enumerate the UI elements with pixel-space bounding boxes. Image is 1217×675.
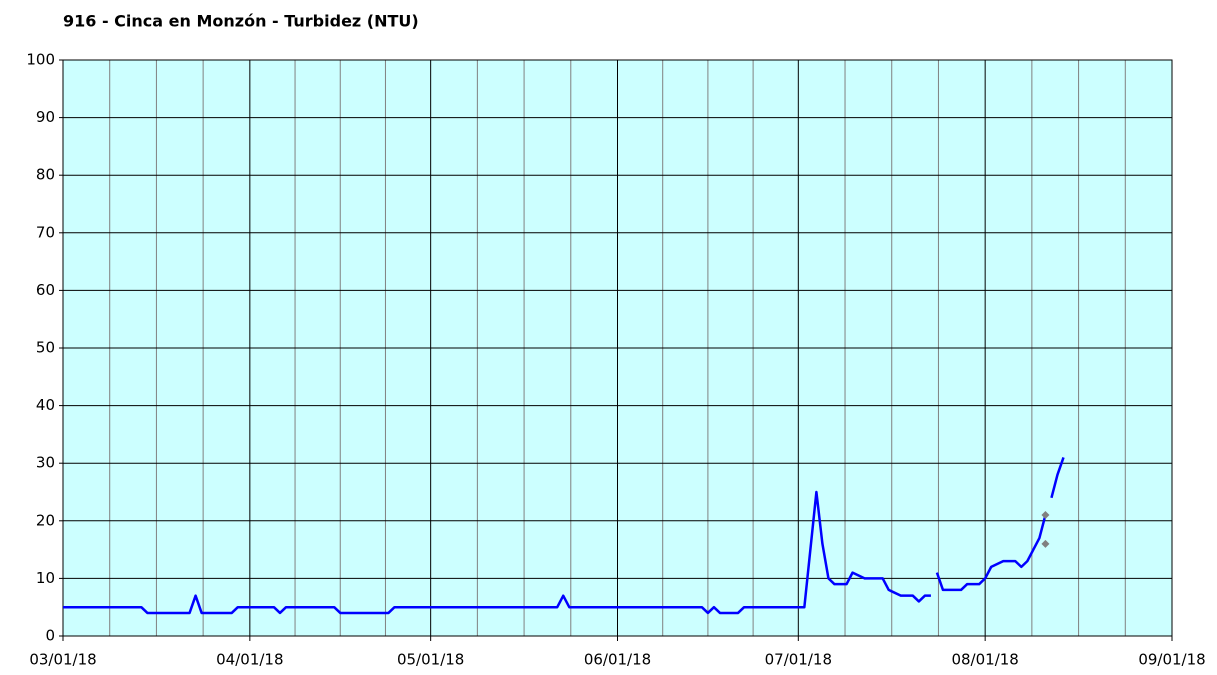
x-tick-label: 06/01/18 (584, 651, 651, 669)
y-tick-label: 0 (45, 627, 55, 645)
chart-title: 916 - Cinca en Monzón - Turbidez (NTU) (63, 12, 419, 31)
x-tick-label: 04/01/18 (216, 651, 283, 669)
y-tick-label: 20 (36, 511, 55, 529)
y-tick-label: 40 (36, 396, 55, 414)
y-tick-label: 90 (36, 108, 55, 126)
y-tick-label: 100 (26, 51, 55, 69)
y-tick-label: 80 (36, 166, 55, 184)
y-tick-label: 50 (36, 339, 55, 357)
y-tick-label: 10 (36, 569, 55, 587)
x-tick-label: 03/01/18 (29, 651, 96, 669)
y-tick-label: 30 (36, 454, 55, 472)
x-tick-label: 05/01/18 (397, 651, 464, 669)
x-tick-label: 07/01/18 (765, 651, 832, 669)
y-tick-label: 70 (36, 223, 55, 241)
marker (1041, 511, 1050, 520)
plot-border (62, 59, 1173, 637)
x-tick-label: 08/01/18 (951, 651, 1018, 669)
marker (1041, 539, 1050, 548)
data-line (63, 457, 1065, 615)
y-tick-label: 60 (36, 281, 55, 299)
x-tick-label: 09/01/18 (1138, 651, 1205, 669)
